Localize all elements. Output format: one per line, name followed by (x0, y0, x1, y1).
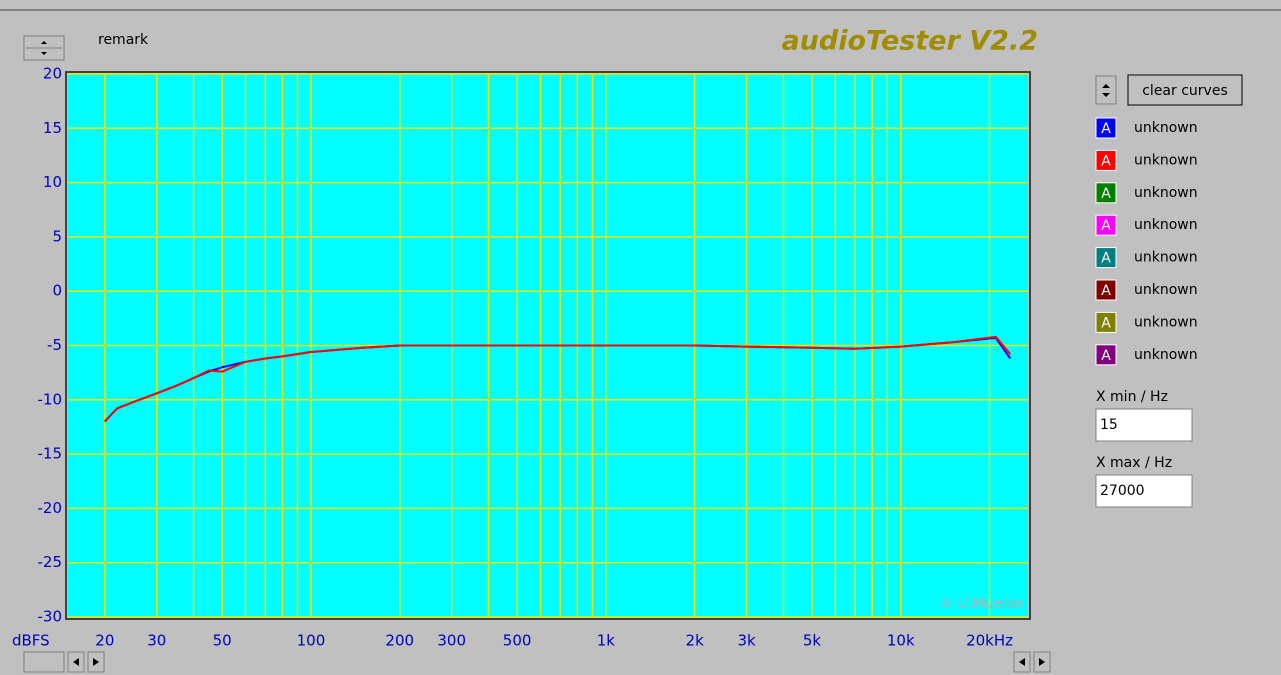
x-tick-label: 1k (597, 632, 616, 650)
legend-label: unknown (1134, 120, 1198, 136)
xmin-input[interactable] (1095, 408, 1193, 442)
legend-swatch-letter: A (1101, 315, 1111, 331)
y-tick-label: 5 (52, 227, 62, 245)
x-tick-label: 300 (437, 632, 466, 650)
y-unit-label: dBFS (12, 632, 50, 650)
legend-label: unknown (1134, 250, 1198, 266)
legend-swatch-letter: A (1101, 121, 1111, 137)
y-tick-label: 10 (43, 173, 62, 191)
legend-swatch-letter: A (1101, 283, 1111, 299)
xmin-value[interactable]: 15 (1100, 417, 1118, 433)
legend-label: unknown (1134, 217, 1198, 233)
remark-label: remark (98, 32, 149, 48)
app-title: audioTester V2.2 (781, 26, 1038, 57)
legend-label: unknown (1134, 347, 1198, 363)
xmin-label: X min / Hz (1096, 389, 1168, 405)
legend-swatch (1095, 247, 1117, 269)
spin-button[interactable] (23, 35, 65, 61)
x-tick-label: 30 (147, 632, 166, 650)
y-tick-label: -5 (47, 336, 62, 354)
legend-label: unknown (1134, 152, 1198, 168)
clear-button[interactable] (1127, 74, 1243, 106)
y-tick-label: -15 (38, 445, 63, 463)
x-tick-label: 500 (503, 632, 532, 650)
y-tick-label: 20 (43, 65, 62, 83)
x-tick-label: 20kHz (966, 632, 1013, 650)
curve (104, 335, 1011, 423)
y-tick-label: -30 (38, 608, 63, 626)
x-tick-label: 100 (297, 632, 326, 650)
x-tick-label: 3k (737, 632, 756, 650)
copyright: © U.Mueller (939, 596, 1024, 612)
x-tick-label: 50 (213, 632, 232, 650)
legend-swatch (1095, 182, 1117, 204)
legend-label: unknown (1134, 314, 1198, 330)
legend-swatch-letter: A (1101, 186, 1111, 202)
legend-swatch (1095, 311, 1117, 333)
plot-border (65, 71, 1031, 620)
xmax-value[interactable]: 27000 (1100, 483, 1145, 499)
y-tick-label: -20 (38, 499, 63, 517)
y-tick-label: -25 (38, 553, 63, 571)
legend-swatch-letter: A (1101, 218, 1111, 234)
curve-spin[interactable] (1095, 75, 1117, 105)
x-tick-label: 5k (803, 632, 822, 650)
legend-swatch (1095, 344, 1117, 366)
clear-button-label[interactable]: clear curves (1142, 83, 1228, 99)
x-tick-label: 2k (686, 632, 705, 650)
legend-swatch (1095, 117, 1117, 139)
x-tick-label: 200 (385, 632, 414, 650)
legend-label: unknown (1134, 282, 1198, 298)
legend-swatch (1095, 214, 1117, 236)
xmax-label: X max / Hz (1096, 455, 1172, 471)
x-tick-label: 20 (95, 632, 114, 650)
y-tick-label: -10 (38, 390, 63, 408)
legend-swatch-letter: A (1101, 153, 1111, 169)
scroll-buttons[interactable] (23, 651, 1051, 673)
x-tick-label: 10k (887, 632, 915, 650)
legend-swatch (1095, 279, 1117, 301)
y-tick-label: 15 (43, 119, 62, 137)
legend-swatch-letter: A (1101, 251, 1111, 267)
y-tick-label: 0 (52, 282, 62, 300)
legend-label: unknown (1134, 185, 1198, 201)
legend-swatch (1095, 149, 1117, 171)
xmax-input[interactable] (1095, 474, 1193, 508)
legend-swatch-letter: A (1101, 348, 1111, 364)
